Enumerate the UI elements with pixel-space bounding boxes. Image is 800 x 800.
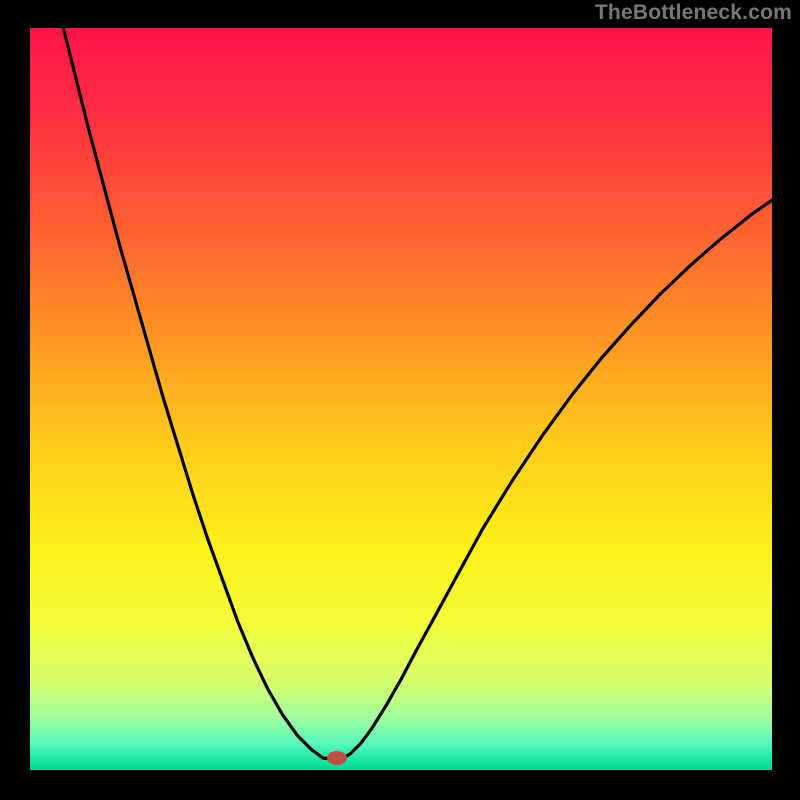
watermark-text: TheBottleneck.com — [595, 1, 792, 25]
plot-area — [30, 28, 772, 770]
bottleneck-curve — [30, 28, 772, 770]
curve-path — [63, 28, 772, 759]
